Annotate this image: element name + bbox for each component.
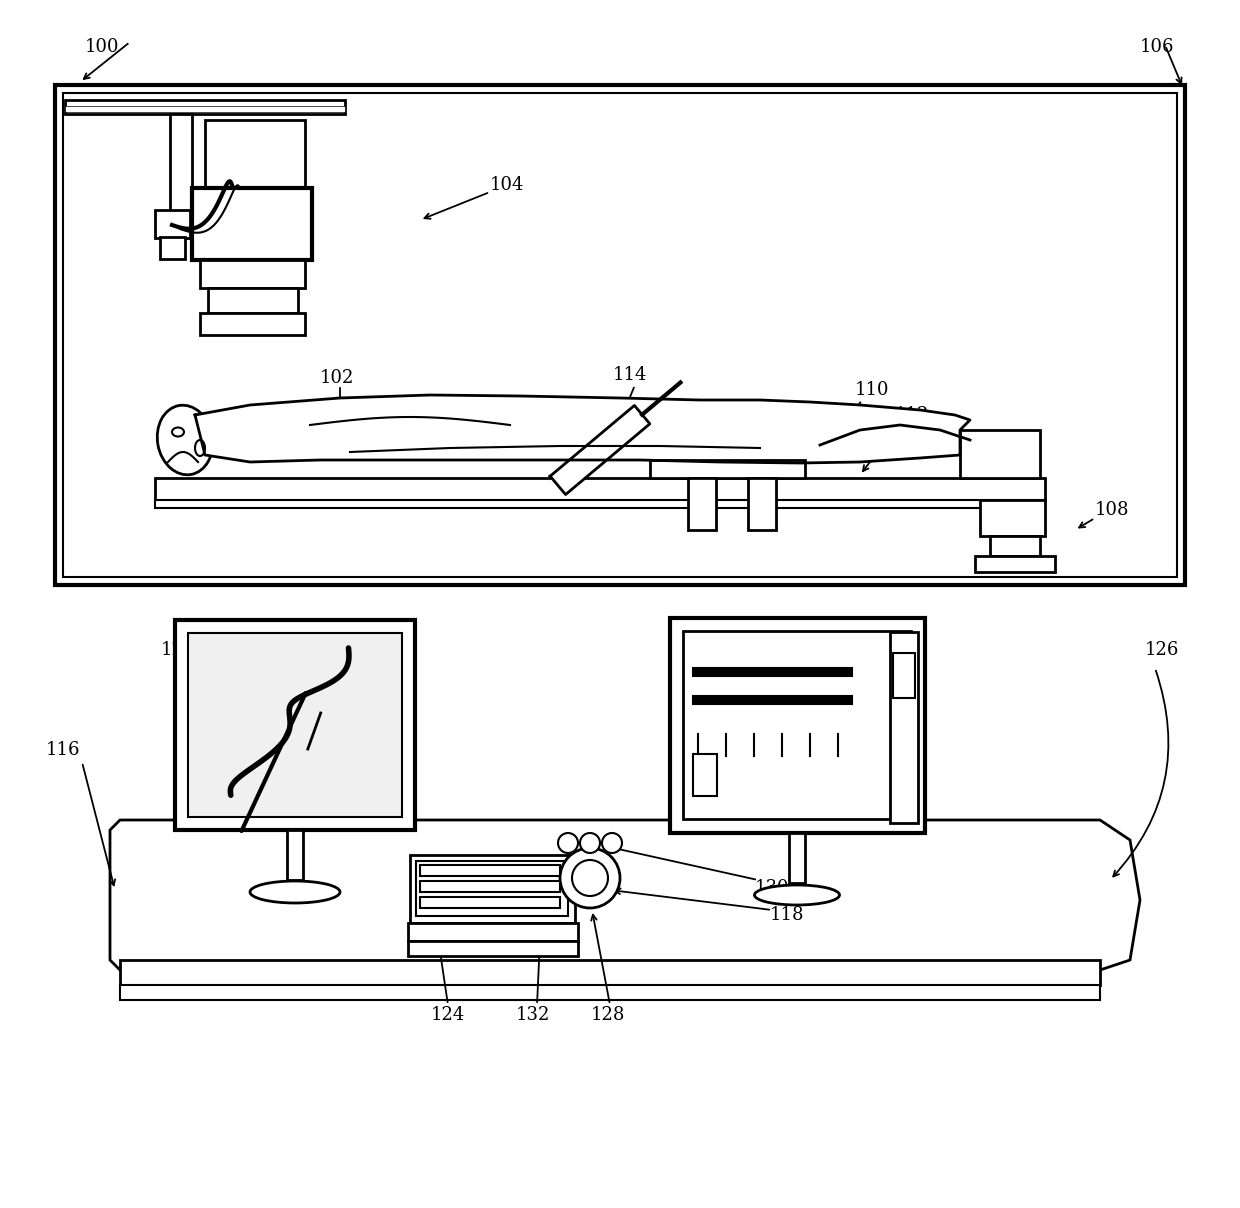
Bar — [693, 754, 717, 796]
Bar — [748, 478, 776, 530]
Ellipse shape — [195, 440, 205, 455]
Bar — [170, 114, 192, 214]
Bar — [120, 985, 1100, 1000]
Bar — [155, 210, 190, 238]
Bar — [55, 85, 1185, 585]
Bar — [175, 620, 415, 830]
Bar — [160, 237, 185, 259]
Bar — [980, 500, 1045, 536]
Bar — [688, 478, 715, 530]
Bar — [420, 898, 560, 908]
Bar — [200, 260, 305, 288]
Bar — [155, 500, 1045, 509]
Bar — [650, 460, 805, 478]
Circle shape — [601, 834, 622, 853]
Bar — [683, 631, 911, 819]
Bar — [420, 865, 560, 876]
Bar — [408, 941, 578, 956]
Ellipse shape — [157, 405, 213, 475]
Text: 102: 102 — [320, 368, 355, 387]
Bar — [420, 881, 560, 892]
Text: 114: 114 — [613, 366, 647, 384]
Text: 118: 118 — [770, 906, 805, 924]
Bar — [789, 834, 805, 883]
Text: 104: 104 — [490, 176, 525, 194]
Bar — [155, 478, 1045, 500]
Text: 110: 110 — [856, 381, 889, 399]
Polygon shape — [110, 820, 1140, 970]
Bar — [192, 188, 312, 260]
Bar — [890, 632, 918, 823]
Polygon shape — [195, 395, 970, 463]
Bar — [693, 668, 852, 676]
Bar — [63, 93, 1177, 577]
Bar — [200, 313, 305, 335]
Text: 112: 112 — [895, 406, 929, 424]
Text: 126: 126 — [1145, 641, 1179, 660]
Text: 130: 130 — [755, 879, 790, 898]
Bar — [990, 536, 1040, 556]
Text: 128: 128 — [590, 1006, 625, 1024]
Text: 108: 108 — [1095, 501, 1130, 519]
Ellipse shape — [172, 428, 184, 436]
Circle shape — [572, 860, 608, 896]
Text: 132: 132 — [516, 1006, 551, 1024]
Bar — [64, 100, 345, 114]
Bar — [415, 861, 568, 916]
Bar — [120, 960, 1100, 985]
Circle shape — [558, 834, 578, 853]
Bar — [208, 288, 298, 313]
Text: 122: 122 — [849, 721, 884, 739]
Bar — [893, 654, 915, 698]
Polygon shape — [551, 406, 650, 494]
Circle shape — [580, 834, 600, 853]
Bar — [286, 830, 303, 879]
Circle shape — [560, 848, 620, 908]
Bar — [64, 106, 345, 112]
Ellipse shape — [754, 885, 839, 905]
Bar — [693, 696, 852, 704]
Bar — [960, 430, 1040, 478]
Bar — [188, 633, 402, 817]
Text: 116: 116 — [46, 741, 81, 759]
Text: 106: 106 — [1140, 37, 1174, 56]
Bar — [975, 556, 1055, 573]
Bar — [670, 618, 925, 834]
Ellipse shape — [250, 881, 340, 904]
Text: 124: 124 — [430, 1006, 465, 1024]
Bar — [408, 923, 578, 941]
Text: 100: 100 — [86, 37, 119, 56]
Text: 120: 120 — [161, 641, 195, 660]
Bar — [410, 855, 575, 923]
Bar — [205, 120, 305, 188]
